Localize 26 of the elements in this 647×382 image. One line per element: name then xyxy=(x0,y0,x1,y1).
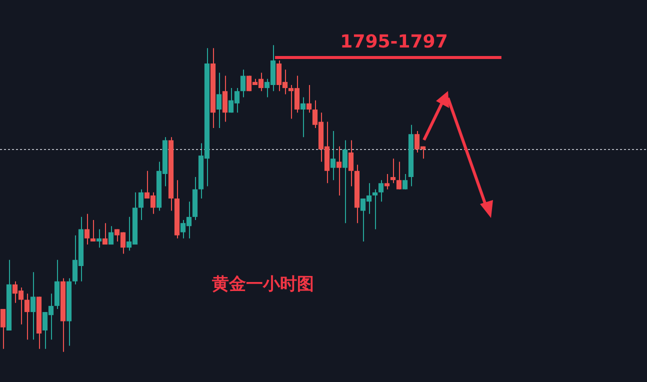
candlestick xyxy=(30,272,36,340)
candlestick xyxy=(372,188,378,230)
candlestick xyxy=(342,140,348,224)
candlestick xyxy=(390,158,396,184)
candlestick xyxy=(384,173,390,190)
candlestick xyxy=(216,72,222,128)
candlestick xyxy=(108,226,114,246)
candlestick xyxy=(330,130,336,181)
annotation: 1795-1797 xyxy=(340,32,448,53)
candlestick xyxy=(306,84,312,114)
candlestick xyxy=(90,219,96,242)
candlestick xyxy=(300,96,306,138)
candlestick xyxy=(336,146,342,196)
candlestick xyxy=(396,161,402,190)
candlestick xyxy=(0,308,6,350)
candlestick xyxy=(24,293,30,340)
candlestick xyxy=(348,140,354,187)
candlestick xyxy=(102,222,108,246)
annotation: 黄金一小时图 xyxy=(211,274,314,294)
candlestick xyxy=(240,69,246,98)
candlestick xyxy=(96,228,102,248)
candlestick xyxy=(84,213,90,246)
candlestick xyxy=(138,188,144,220)
candlestick xyxy=(222,75,228,122)
candlestick xyxy=(402,173,408,190)
candlestick xyxy=(378,180,384,202)
